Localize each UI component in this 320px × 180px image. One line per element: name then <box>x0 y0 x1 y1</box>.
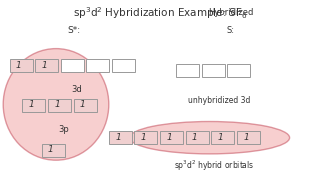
Ellipse shape <box>130 122 290 154</box>
FancyBboxPatch shape <box>10 59 33 72</box>
Text: unhybridized 3d: unhybridized 3d <box>188 96 250 105</box>
FancyBboxPatch shape <box>160 131 183 144</box>
FancyBboxPatch shape <box>237 131 260 144</box>
FancyBboxPatch shape <box>22 99 45 112</box>
FancyBboxPatch shape <box>134 131 157 144</box>
FancyBboxPatch shape <box>74 99 97 112</box>
FancyBboxPatch shape <box>202 64 225 77</box>
Text: 1: 1 <box>166 133 172 142</box>
Text: S:: S: <box>227 26 234 35</box>
FancyBboxPatch shape <box>42 144 65 157</box>
Text: 1: 1 <box>29 100 35 109</box>
FancyBboxPatch shape <box>86 59 109 72</box>
Ellipse shape <box>3 49 109 160</box>
FancyBboxPatch shape <box>227 64 250 77</box>
Text: 1: 1 <box>48 145 54 154</box>
FancyBboxPatch shape <box>186 131 209 144</box>
FancyBboxPatch shape <box>211 131 234 144</box>
Text: 1: 1 <box>42 61 47 70</box>
Text: sp$^3$d$^2$ Hybridization Example: SF$_6$: sp$^3$d$^2$ Hybridization Example: SF$_6… <box>73 5 247 21</box>
FancyBboxPatch shape <box>61 59 84 72</box>
FancyBboxPatch shape <box>176 64 199 77</box>
FancyBboxPatch shape <box>48 99 71 112</box>
Text: 1: 1 <box>218 133 223 142</box>
Text: 1: 1 <box>141 133 147 142</box>
Text: 1: 1 <box>115 133 121 142</box>
Text: 1: 1 <box>16 61 22 70</box>
Text: sp$^3$d$^2$ hybrid orbitals: sp$^3$d$^2$ hybrid orbitals <box>174 158 255 173</box>
Text: 1: 1 <box>80 100 86 109</box>
FancyBboxPatch shape <box>109 131 132 144</box>
FancyBboxPatch shape <box>112 59 135 72</box>
Text: 3d: 3d <box>71 86 82 94</box>
Text: 1: 1 <box>54 100 60 109</box>
Text: Hybridized: Hybridized <box>208 8 253 17</box>
Text: 1: 1 <box>192 133 198 142</box>
Text: S*:: S*: <box>67 26 80 35</box>
Text: 1: 1 <box>243 133 249 142</box>
FancyBboxPatch shape <box>35 59 58 72</box>
Text: 3p: 3p <box>59 125 69 134</box>
